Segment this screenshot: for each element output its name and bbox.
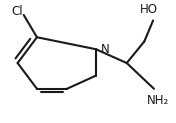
Text: NH₂: NH₂ xyxy=(146,94,169,107)
Text: N: N xyxy=(101,43,109,56)
Text: Cl: Cl xyxy=(12,5,23,18)
Text: HO: HO xyxy=(140,3,158,16)
